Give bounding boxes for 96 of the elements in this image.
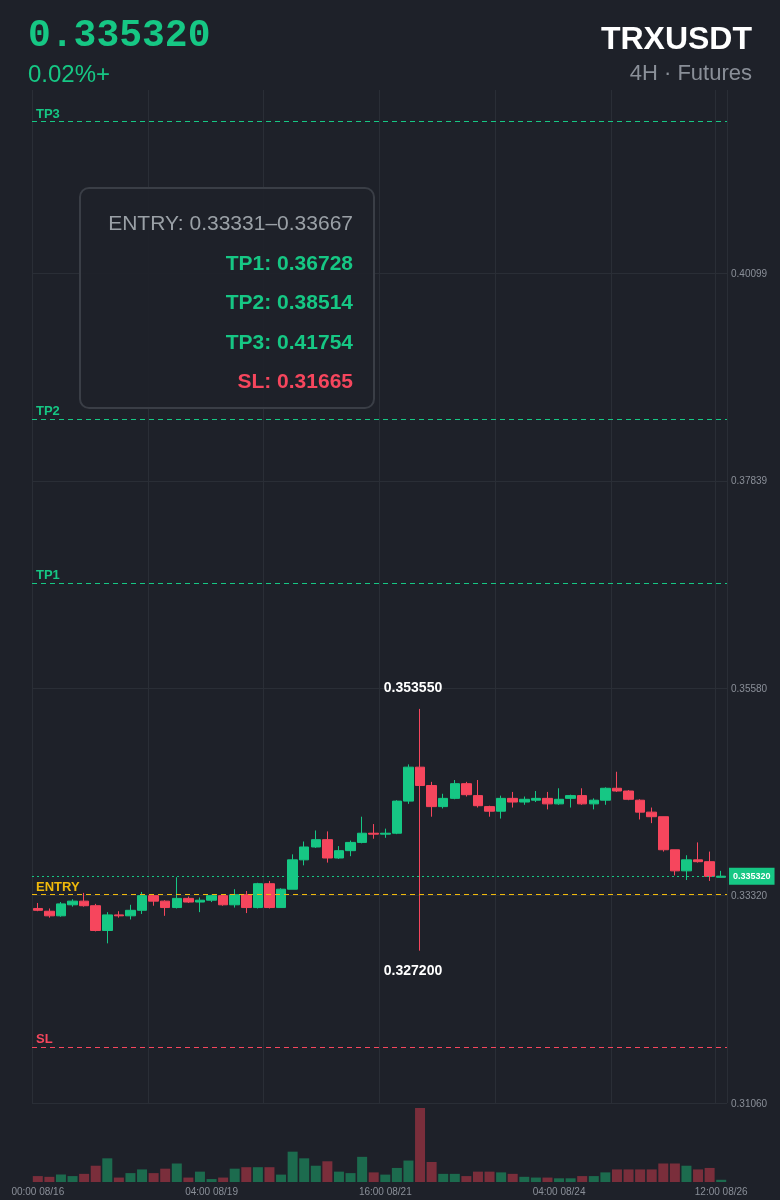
bar [102,1158,113,1182]
candlestick [264,880,275,909]
bar [113,1177,124,1182]
candlestick [484,805,495,818]
bar [194,1171,205,1182]
candlestick [461,781,472,798]
annotation: TP3: 0.41754 [224,328,353,355]
bar [530,1177,541,1182]
ref-line-label: 0.335320 [733,871,771,882]
candlestick [577,787,587,806]
bar [55,1174,66,1182]
candlestick [183,896,194,904]
bar [171,1163,182,1182]
candlestick [438,793,448,809]
bar [496,1172,507,1182]
bar [79,1173,90,1182]
bar [507,1173,518,1182]
bar [542,1177,553,1182]
ref-line-label: SL [36,1031,53,1047]
candlestick [507,791,518,809]
bar [322,1161,333,1182]
bar [472,1171,483,1182]
candlestick [542,791,553,810]
ref-line-label: TP2 [36,403,60,419]
y-tick-label: 0.33320 [731,890,768,902]
annotation: SL: 0.31665 [236,368,353,394]
bar [681,1165,692,1182]
bar [218,1177,229,1182]
bar [310,1165,321,1182]
bar [704,1167,715,1182]
candlestick [33,902,43,912]
bar [183,1177,194,1182]
bar [276,1174,287,1182]
bar [206,1179,217,1182]
chart-subtitle: 4H · Futures [629,60,752,86]
x-tick-label: 16:00 08/21 [358,1185,413,1197]
bar [229,1168,240,1182]
x-tick-label: 04:00 08/24 [532,1185,586,1197]
bar [565,1178,576,1182]
ref-line-label: TP3 [36,105,60,121]
bar [67,1176,78,1182]
annotation: TP1: 0.36728 [224,249,353,276]
candlestick [253,882,263,909]
y-tick-label: 0.37839 [731,475,768,487]
annotation: ENTRY: 0.33331–0.33667 [107,210,353,236]
bar [137,1169,148,1182]
annotation: TP2: 0.38514 [224,289,353,315]
candlestick [172,876,182,909]
bar [125,1173,136,1182]
y-tick-label: 0.31060 [731,1097,768,1109]
bar [415,1108,426,1182]
candlestick [565,794,576,809]
annotation: 0.353550 [383,679,443,696]
text: 0.335320 [28,14,211,57]
candlestick [241,890,252,914]
bar [461,1176,472,1182]
candlestick [229,888,240,909]
bar [252,1167,263,1182]
candlestick [44,907,55,919]
bar [438,1173,449,1182]
bar [519,1176,530,1182]
ref-line-label: ENTRY [36,878,80,894]
y-tick-label: 0.40099 [731,268,768,280]
candlestick [450,779,460,800]
bar [577,1176,588,1182]
chart-title: TRXUSDT [600,20,752,57]
candlestick [554,787,564,806]
annotation: 0.327200 [383,962,443,979]
bar [264,1167,275,1182]
bar [90,1165,101,1182]
candlestick [114,910,124,919]
candlestick [311,829,321,849]
bar [611,1169,622,1182]
candlestick [368,823,379,840]
text: 0.02%+ [28,60,111,88]
x-tick-label: 04:00 08/19 [185,1185,239,1197]
bar [716,1179,727,1182]
x-tick-label: 00:00 08/16 [11,1185,65,1197]
candlestick [218,894,228,907]
bar [554,1178,565,1182]
bar [426,1162,437,1182]
bar [669,1163,680,1182]
bar [333,1171,344,1182]
bar [484,1171,495,1182]
y-tick-label: 0.35580 [731,682,768,694]
ref-line-label: TP1 [36,566,60,582]
bar [368,1172,379,1182]
bar [241,1167,252,1182]
bar [449,1173,460,1182]
candlestick [102,911,113,944]
candlestick [322,830,333,864]
candlestick [496,795,506,820]
candlestick [473,779,483,809]
bar [380,1174,391,1182]
x-tick-label: 12:00 08/26 [694,1185,749,1197]
bar [693,1169,704,1182]
